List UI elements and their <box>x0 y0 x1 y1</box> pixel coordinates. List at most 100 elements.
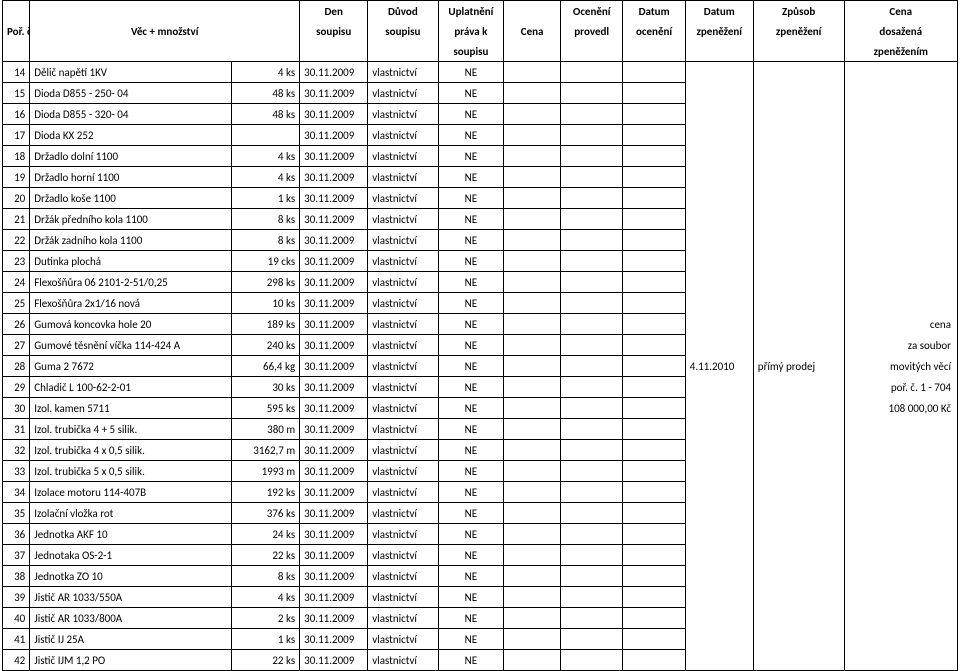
cell-zpusob-zpenezeni <box>753 377 844 398</box>
hdr-poradove-cislo: Poř. č. <box>3 1 30 62</box>
cell-uplatneni: NE <box>438 62 504 83</box>
table-row: 28Guma 2 767266,4 kg30.11.2009vlastnictv… <box>3 356 958 377</box>
cell-reason: vlastnictví <box>368 398 438 419</box>
cell-date: 30.11.2009 <box>300 209 368 230</box>
cell-cena-dosazena <box>844 629 957 650</box>
inventory-table: Poř. č. Věc + množství Den Důvod Uplatně… <box>2 0 958 671</box>
cell-number: 28 <box>3 356 30 377</box>
cell-reason: vlastnictví <box>368 608 438 629</box>
cell-zpusob-zpenezeni <box>753 83 844 104</box>
cell-zpusob-zpenezeni <box>753 251 844 272</box>
cell-item: Dioda D855 - 250- 04 <box>30 83 232 104</box>
table-row: 32Izol. trubička 4 x 0,5 silik.3162,7 m3… <box>3 440 958 461</box>
hdr-oceneni-sub: provedl <box>561 21 623 41</box>
cell-datum-oceneni <box>623 125 685 146</box>
cell-cena <box>504 146 561 167</box>
cell-uplatneni: NE <box>438 314 504 335</box>
cell-datum-oceneni <box>623 419 685 440</box>
cell-qty: 3162,7 m <box>232 440 300 461</box>
cell-oceneni <box>561 272 623 293</box>
cell-qty: 4 ks <box>232 146 300 167</box>
cell-date: 30.11.2009 <box>300 545 368 566</box>
table-row: 20Držadlo koše 11001 ks30.11.2009vlastni… <box>3 188 958 209</box>
cell-cena-dosazena <box>844 146 957 167</box>
cell-zpusob-zpenezeni <box>753 125 844 146</box>
table-row: 39Jistič AR 1033/550A4 ks30.11.2009vlast… <box>3 587 958 608</box>
cell-number: 34 <box>3 482 30 503</box>
cell-reason: vlastnictví <box>368 356 438 377</box>
cell-number: 27 <box>3 335 30 356</box>
cell-cena-dosazena <box>844 524 957 545</box>
cell-oceneni <box>561 650 623 671</box>
cell-datum-zpenezeni <box>685 419 753 440</box>
cell-qty: 66,4 kg <box>232 356 300 377</box>
cell-zpusob-zpenezeni <box>753 608 844 629</box>
cell-reason: vlastnictví <box>368 587 438 608</box>
table-row: 19Držadlo horní 11004 ks30.11.2009vlastn… <box>3 167 958 188</box>
hdr-oceneni: Ocenění <box>561 1 623 22</box>
cell-datum-oceneni <box>623 209 685 230</box>
cell-cena <box>504 419 561 440</box>
cell-oceneni <box>561 398 623 419</box>
cell-oceneni <box>561 314 623 335</box>
cell-oceneni <box>561 62 623 83</box>
cell-qty: 8 ks <box>232 566 300 587</box>
cell-cena <box>504 524 561 545</box>
cell-cena <box>504 62 561 83</box>
hdr-blank-5 <box>685 41 753 62</box>
table-row: 14Dělič napětí 1KV4 ks30.11.2009vlastnic… <box>3 62 958 83</box>
cell-zpusob-zpenezeni <box>753 440 844 461</box>
cell-cena <box>504 356 561 377</box>
cell-datum-oceneni <box>623 629 685 650</box>
table-row: 40Jistič AR 1033/800A2 ks30.11.2009vlast… <box>3 608 958 629</box>
hdr-den: Den <box>300 1 368 22</box>
cell-oceneni <box>561 356 623 377</box>
cell-item: Dioda KX 252 <box>30 125 232 146</box>
table-row: 17Dioda KX 25230.11.2009vlastnictvíNE <box>3 125 958 146</box>
cell-cena <box>504 272 561 293</box>
cell-qty: 24 ks <box>232 524 300 545</box>
cell-datum-oceneni <box>623 377 685 398</box>
cell-datum-oceneni <box>623 272 685 293</box>
cell-uplatneni: NE <box>438 377 504 398</box>
cell-item: Flexošňůra 2x1/16 nová <box>30 293 232 314</box>
cell-item: Jednotka ZO 10 <box>30 566 232 587</box>
cell-reason: vlastnictví <box>368 167 438 188</box>
hdr-vec-mnozstvi: Věc + množství <box>30 1 300 62</box>
cell-oceneni <box>561 251 623 272</box>
cell-item: Jednotka AKF 10 <box>30 524 232 545</box>
table-row: 42Jistič IJM 1,2 PO22 ks30.11.2009vlastn… <box>3 650 958 671</box>
cell-oceneni <box>561 293 623 314</box>
cell-zpusob-zpenezeni <box>753 104 844 125</box>
cell-cena <box>504 167 561 188</box>
cell-datum-oceneni <box>623 62 685 83</box>
cell-oceneni <box>561 125 623 146</box>
cell-datum-zpenezeni <box>685 335 753 356</box>
cell-oceneni <box>561 608 623 629</box>
hdr-zpusob-sub: zpeněžení <box>753 21 844 41</box>
cell-date: 30.11.2009 <box>300 251 368 272</box>
cell-qty: 4 ks <box>232 167 300 188</box>
cell-zpusob-zpenezeni <box>753 587 844 608</box>
cell-zpusob-zpenezeni <box>753 167 844 188</box>
cell-number: 26 <box>3 314 30 335</box>
cell-date: 30.11.2009 <box>300 293 368 314</box>
hdr-duvod-sub: soupisu <box>368 21 438 41</box>
cell-item: Chladič L 100-62-2-01 <box>30 377 232 398</box>
cell-qty: 298 ks <box>232 272 300 293</box>
cell-datum-zpenezeni <box>685 482 753 503</box>
cell-item: Jednotaka OS-2-1 <box>30 545 232 566</box>
cell-cena-dosazena <box>844 83 957 104</box>
hdr-cena-dos-sub2: zpeněžením <box>844 41 957 62</box>
cell-reason: vlastnictví <box>368 293 438 314</box>
table-row: 34Izolace motoru 114-407B192 ks30.11.200… <box>3 482 958 503</box>
cell-cena-dosazena <box>844 608 957 629</box>
cell-datum-oceneni <box>623 146 685 167</box>
cell-date: 30.11.2009 <box>300 566 368 587</box>
cell-uplatneni: NE <box>438 566 504 587</box>
table-row: 25Flexošňůra 2x1/16 nová10 ks30.11.2009v… <box>3 293 958 314</box>
cell-cena <box>504 293 561 314</box>
cell-zpusob-zpenezeni <box>753 650 844 671</box>
cell-item: Držadlo horní 1100 <box>30 167 232 188</box>
cell-datum-zpenezeni <box>685 566 753 587</box>
